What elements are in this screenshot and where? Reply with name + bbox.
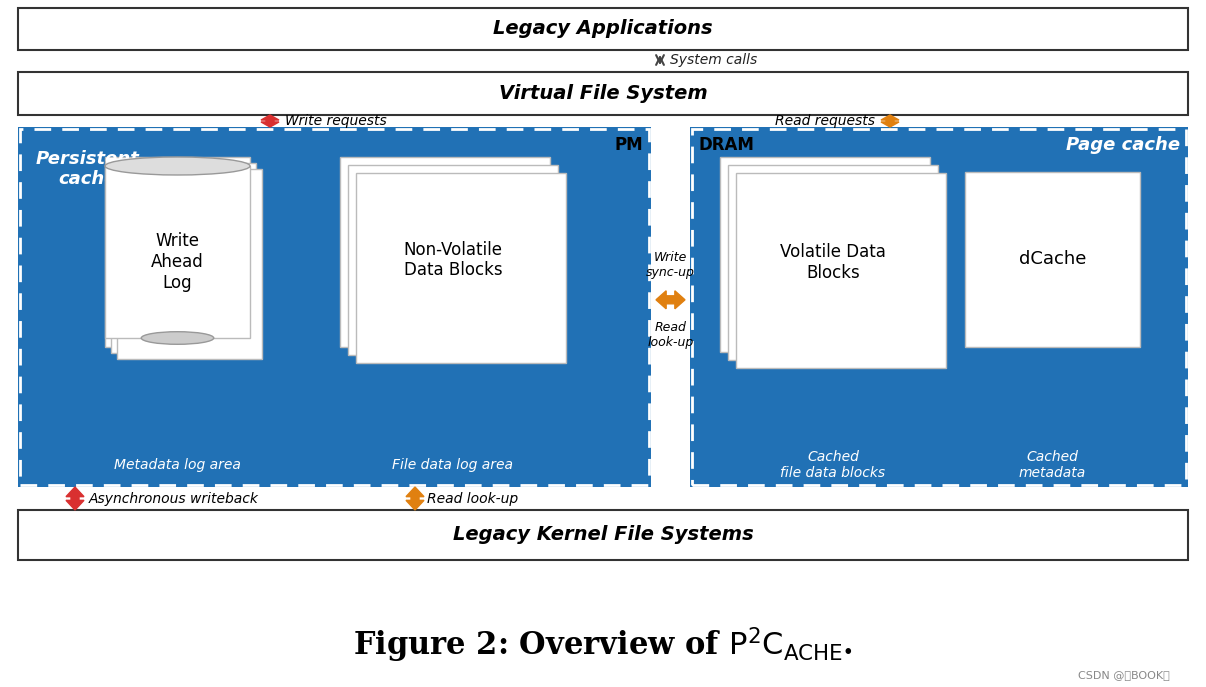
Text: Figure 2: Overview of $\mathrm{P}^2\mathrm{C}_{\mathrm{ACHE}}$.: Figure 2: Overview of $\mathrm{P}^2\math… <box>353 625 853 665</box>
Polygon shape <box>406 487 425 510</box>
Text: Write
Ahead
Log: Write Ahead Log <box>151 232 204 292</box>
Text: Read look-up: Read look-up <box>427 491 519 506</box>
Polygon shape <box>656 291 685 308</box>
Text: Persistent
cache: Persistent cache <box>36 150 140 188</box>
Text: Write requests: Write requests <box>285 114 387 128</box>
Text: Virtual File System: Virtual File System <box>498 84 708 103</box>
Bar <box>356 173 566 363</box>
Text: Legacy Kernel File Systems: Legacy Kernel File Systems <box>452 526 754 545</box>
Ellipse shape <box>141 332 213 344</box>
Text: DRAM: DRAM <box>698 136 754 154</box>
Text: Read requests: Read requests <box>775 114 876 128</box>
Bar <box>117 169 262 359</box>
Text: Legacy Applications: Legacy Applications <box>493 19 713 38</box>
Bar <box>18 510 1188 560</box>
Polygon shape <box>882 115 898 127</box>
Text: Read
look-up: Read look-up <box>648 321 693 349</box>
Polygon shape <box>66 487 84 510</box>
Bar <box>105 157 250 347</box>
Bar <box>690 127 1188 487</box>
Bar <box>965 172 1140 347</box>
Text: Page cache: Page cache <box>1066 136 1179 154</box>
Bar <box>728 165 938 360</box>
Bar <box>18 8 1188 50</box>
Text: Non-Volatile
Data Blocks: Non-Volatile Data Blocks <box>404 240 503 280</box>
Polygon shape <box>260 115 279 127</box>
Bar <box>349 165 558 355</box>
Bar <box>18 127 651 487</box>
Text: File data log area: File data log area <box>392 458 514 472</box>
Text: PM: PM <box>614 136 643 154</box>
Bar <box>720 157 930 352</box>
Text: dCache: dCache <box>1019 251 1087 269</box>
Bar <box>18 72 1188 115</box>
Text: Cached
metadata: Cached metadata <box>1019 450 1087 480</box>
Text: Asynchronous writeback: Asynchronous writeback <box>89 491 259 506</box>
Text: Metadata log area: Metadata log area <box>115 458 241 472</box>
Text: Write
sync-up: Write sync-up <box>646 251 695 279</box>
Text: Cached
file data blocks: Cached file data blocks <box>780 450 885 480</box>
Bar <box>111 163 256 353</box>
Bar <box>105 166 250 338</box>
Text: System calls: System calls <box>671 53 757 67</box>
Ellipse shape <box>105 157 250 175</box>
Text: CSDN @妙BOOK言: CSDN @妙BOOK言 <box>1078 670 1170 680</box>
Text: Volatile Data
Blocks: Volatile Data Blocks <box>780 243 886 282</box>
Bar <box>340 157 550 347</box>
Bar <box>736 173 946 368</box>
